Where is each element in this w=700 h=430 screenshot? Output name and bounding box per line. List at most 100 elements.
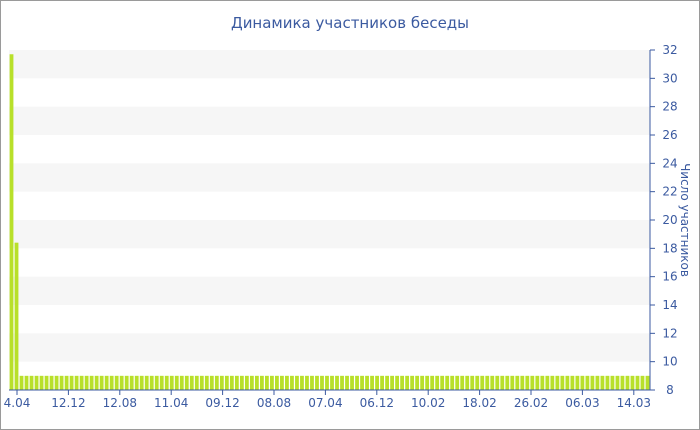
x-tick-label: 26.02 <box>514 396 548 410</box>
bar <box>84 375 89 390</box>
bar <box>605 375 610 390</box>
bar <box>335 375 339 390</box>
bar <box>555 375 560 390</box>
grid-band <box>9 163 650 192</box>
bar <box>365 375 369 390</box>
bar <box>400 375 405 390</box>
bar <box>595 375 600 390</box>
bar <box>515 375 520 390</box>
bar <box>575 375 580 390</box>
y-tick-label: 28 <box>662 100 677 114</box>
bars <box>9 54 650 390</box>
bar <box>490 375 495 390</box>
bar <box>74 375 79 390</box>
bar <box>89 375 94 390</box>
bar <box>234 375 239 390</box>
bar <box>535 375 540 390</box>
bar <box>214 375 219 390</box>
y-tick-label: 22 <box>662 185 677 199</box>
bar <box>560 375 565 390</box>
bar <box>54 375 59 390</box>
bar <box>350 375 354 390</box>
bar <box>635 375 640 390</box>
x-tick-label: 10.02 <box>411 396 445 410</box>
y-tick-label: 16 <box>662 270 677 284</box>
bar <box>510 375 515 390</box>
y-tick-label: 26 <box>662 128 677 142</box>
y-tick-label: 20 <box>662 213 677 227</box>
bar <box>505 375 510 390</box>
y-tick-label: 10 <box>662 355 677 369</box>
x-tick-label: 4.04 <box>4 396 31 410</box>
bar <box>229 375 234 390</box>
bar <box>480 375 485 390</box>
bar <box>345 375 349 390</box>
bar <box>550 375 555 390</box>
x-tick-label: 06.12 <box>360 396 394 410</box>
x-tick-label: 09.12 <box>205 396 239 410</box>
bar <box>69 375 74 390</box>
x-tick-label: 08.08 <box>257 396 291 410</box>
bar <box>259 375 264 390</box>
bar <box>330 375 334 390</box>
bar <box>410 375 415 390</box>
bar <box>159 375 164 390</box>
bar <box>129 375 134 390</box>
bar <box>580 375 585 390</box>
bar <box>139 375 144 390</box>
bar <box>209 375 214 390</box>
bar <box>440 375 445 390</box>
bar <box>645 375 650 390</box>
bar <box>385 375 389 390</box>
bar <box>300 375 304 390</box>
bar <box>134 375 139 390</box>
bar <box>219 375 224 390</box>
y-tick-label: 18 <box>662 241 677 255</box>
bar <box>79 375 84 390</box>
bar <box>280 375 284 390</box>
bar <box>475 375 480 390</box>
bar <box>275 375 279 390</box>
x-tick-label: 06.03 <box>565 396 599 410</box>
y-tick-label: 32 <box>662 43 677 57</box>
bar <box>184 375 189 390</box>
bar <box>14 242 19 390</box>
bar <box>615 375 620 390</box>
bar <box>355 375 359 390</box>
bar <box>244 375 249 390</box>
bar <box>625 375 630 390</box>
bar <box>114 375 119 390</box>
bar <box>520 375 525 390</box>
bar <box>530 375 535 390</box>
bar <box>590 375 595 390</box>
bar <box>315 375 319 390</box>
bar <box>585 375 590 390</box>
bar <box>39 375 44 390</box>
x-tick-label: 14.03 <box>617 396 651 410</box>
bar <box>174 375 179 390</box>
bar <box>495 375 500 390</box>
bar <box>545 375 550 390</box>
bar <box>420 375 425 390</box>
bar <box>265 375 269 390</box>
bar <box>19 375 24 390</box>
y-tick-label: 8 <box>666 383 674 397</box>
grid-band <box>9 333 650 362</box>
bar <box>380 375 384 390</box>
bar <box>405 375 410 390</box>
bar <box>600 375 605 390</box>
bar <box>565 375 570 390</box>
x-tick-label: 07.04 <box>308 396 342 410</box>
bar <box>154 375 159 390</box>
bar <box>390 375 394 390</box>
bar <box>149 375 154 390</box>
bar <box>540 375 545 390</box>
bar <box>290 375 294 390</box>
bar <box>44 375 49 390</box>
grid-band <box>9 276 650 305</box>
y-ticks: 8 10 12 14 16 18 20 22 24 26 28 30 32 <box>650 43 678 397</box>
bar <box>435 375 440 390</box>
bar <box>204 375 209 390</box>
grid-bands <box>9 50 650 362</box>
